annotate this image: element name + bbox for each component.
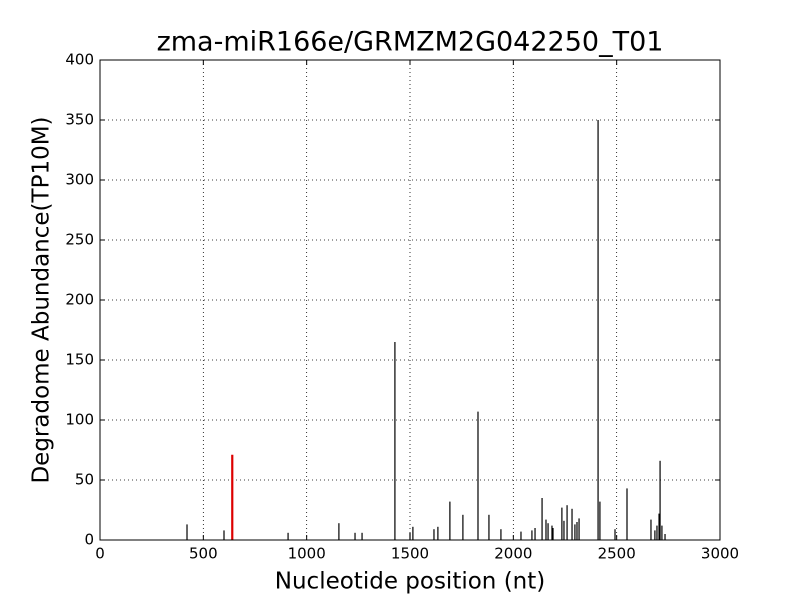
- y-tick-label: 350: [65, 111, 94, 129]
- y-tick-label: 150: [65, 351, 94, 369]
- x-tick-label: 0: [95, 545, 105, 563]
- y-tick-label: 200: [65, 291, 94, 309]
- y-tick-label: 0: [84, 531, 94, 549]
- x-tick-label: 2000: [494, 545, 532, 563]
- y-tick-label: 100: [65, 411, 94, 429]
- y-axis-label: Degradome Abundance(TP10M): [29, 116, 55, 483]
- x-tick-label: 2500: [598, 545, 636, 563]
- y-tick-label: 250: [65, 231, 94, 249]
- plot-frame: [99, 59, 721, 541]
- y-tick-label: 300: [65, 171, 94, 189]
- x-tick-label: 500: [189, 545, 218, 563]
- y-tick-label: 50: [75, 471, 94, 489]
- x-tick-label: 1500: [391, 545, 429, 563]
- x-axis-label: Nucleotide position (nt): [275, 569, 545, 595]
- x-tick-label: 1000: [288, 545, 326, 563]
- y-tick-label: 400: [65, 51, 94, 69]
- x-tick-label: 3000: [701, 545, 739, 563]
- chart-title: zma-miR166e/GRMZM2G042250_T01: [157, 27, 664, 58]
